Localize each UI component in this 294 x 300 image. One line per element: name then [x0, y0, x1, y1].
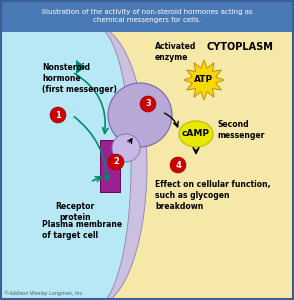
Text: Nonsteroid
hormone
(first messenger): Nonsteroid hormone (first messenger)	[42, 63, 117, 94]
Polygon shape	[95, 26, 147, 300]
Circle shape	[108, 154, 124, 170]
Ellipse shape	[179, 121, 213, 147]
Polygon shape	[76, 60, 86, 74]
Text: Receptor
protein: Receptor protein	[55, 202, 95, 222]
Circle shape	[112, 134, 140, 162]
Text: 1: 1	[55, 110, 61, 119]
Text: ©Addison Wesley Longman, Inc.: ©Addison Wesley Longman, Inc.	[4, 290, 84, 296]
Text: Activated
enzyme: Activated enzyme	[155, 42, 196, 62]
Polygon shape	[184, 60, 224, 100]
Text: ATP: ATP	[194, 76, 213, 85]
Text: cAMP: cAMP	[182, 130, 210, 139]
Text: CYTOPLASM: CYTOPLASM	[207, 42, 273, 52]
Text: Illustration of the activity of non-steroid hormones acting as
chemical messenge: Illustration of the activity of non-ster…	[42, 9, 252, 23]
Text: Second
messenger: Second messenger	[217, 120, 264, 140]
Bar	[100, 140, 120, 192]
Text: 3: 3	[145, 100, 151, 109]
Circle shape	[170, 157, 186, 173]
Text: 4: 4	[175, 160, 181, 169]
Text: Effect on cellular function,
such as glycogen
breakdown: Effect on cellular function, such as gly…	[155, 180, 270, 211]
Polygon shape	[95, 26, 294, 300]
Text: 2: 2	[113, 158, 119, 166]
Circle shape	[140, 96, 156, 112]
Text: Plasma membrane
of target cell: Plasma membrane of target cell	[42, 220, 122, 240]
Bar	[0, 0, 294, 32]
Circle shape	[108, 83, 172, 147]
Circle shape	[50, 107, 66, 123]
